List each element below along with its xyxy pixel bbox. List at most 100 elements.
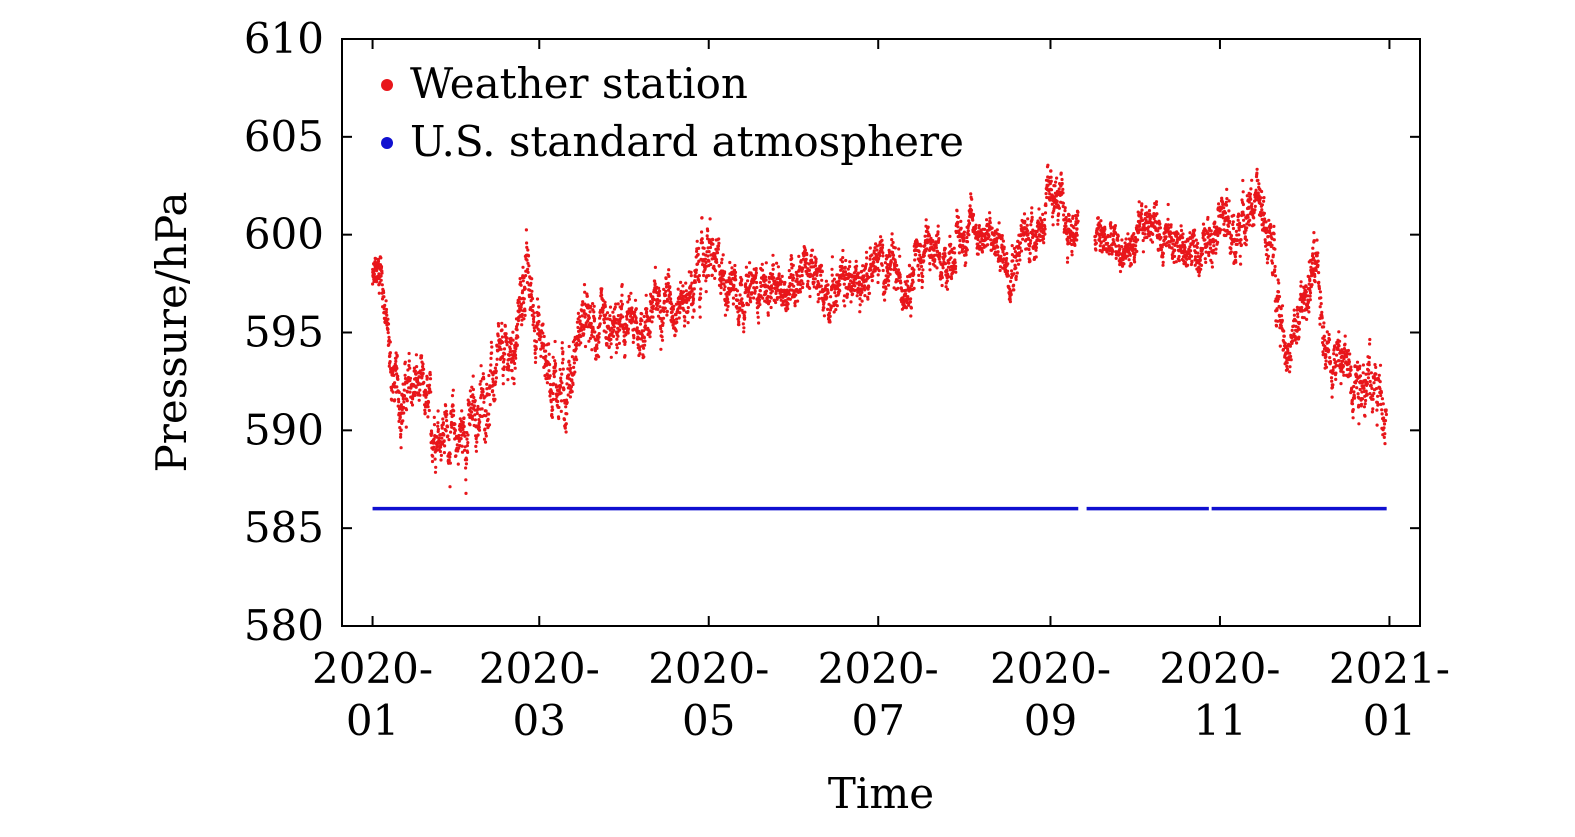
station-point: [539, 347, 543, 351]
station-point: [855, 294, 859, 298]
station-point: [734, 293, 738, 297]
station-point: [699, 287, 703, 291]
station-point: [1352, 384, 1356, 389]
station-point: [569, 366, 573, 370]
station-point: [642, 314, 646, 319]
station-point: [692, 287, 696, 291]
station-point: [861, 264, 865, 268]
station-point: [1070, 242, 1074, 247]
station-point: [1241, 202, 1245, 207]
station-point: [1141, 218, 1145, 222]
station-point: [1034, 255, 1038, 259]
station-point: [1009, 293, 1013, 297]
station-point: [504, 332, 508, 336]
station-point: [1193, 263, 1197, 267]
station-point: [1229, 246, 1233, 251]
station-point: [1207, 250, 1211, 254]
station-point: [737, 301, 742, 306]
station-point: [432, 437, 436, 441]
station-point: [1292, 308, 1296, 312]
station-point: [798, 290, 803, 294]
station-point: [949, 276, 954, 281]
station-point: [1348, 352, 1352, 356]
station-point: [460, 450, 465, 454]
station-point: [590, 348, 594, 352]
station-point: [697, 274, 702, 278]
station-point: [1211, 251, 1215, 255]
station-point: [810, 248, 815, 252]
station-point: [1072, 226, 1076, 230]
station-point: [494, 376, 498, 380]
station-point: [605, 311, 610, 315]
station-point: [789, 275, 793, 279]
station-point: [1341, 359, 1345, 363]
station-point: [508, 347, 512, 351]
station-point: [627, 297, 632, 301]
station-point: [402, 411, 406, 415]
station-point: [890, 232, 894, 236]
station-point: [466, 450, 470, 454]
station-point: [855, 264, 859, 268]
station-point: [1065, 260, 1070, 264]
station-point: [534, 347, 538, 351]
station-point: [693, 280, 698, 284]
station-point: [1349, 368, 1353, 372]
station-point: [863, 294, 867, 298]
station-point: [1013, 263, 1017, 268]
station-point: [951, 270, 956, 274]
station-point: [1246, 215, 1250, 219]
station-point: [383, 303, 387, 307]
station-point: [1160, 245, 1164, 249]
station-point: [783, 280, 787, 285]
station-point: [603, 305, 607, 309]
station-point: [1198, 258, 1202, 262]
station-point: [623, 340, 627, 344]
station-point: [1303, 295, 1307, 299]
station-point: [495, 363, 499, 367]
station-point: [535, 297, 540, 301]
station-point: [1030, 215, 1034, 219]
station-point: [800, 273, 804, 278]
station-point: [1260, 217, 1264, 222]
station-point: [847, 285, 851, 289]
station-point: [837, 279, 841, 283]
station-point: [1034, 248, 1038, 252]
station-point: [1038, 239, 1042, 243]
station-point: [1311, 267, 1315, 271]
station-point: [640, 312, 644, 316]
station-point: [1147, 234, 1151, 238]
station-point: [889, 267, 893, 271]
station-point: [1045, 195, 1049, 200]
station-point: [662, 299, 666, 303]
station-point: [1195, 245, 1199, 249]
station-point: [1037, 221, 1041, 225]
station-point: [802, 254, 806, 258]
station-point: [530, 297, 535, 301]
station-point: [572, 357, 576, 361]
station-point: [954, 270, 958, 274]
station-point: [946, 265, 951, 269]
station-point: [462, 416, 466, 420]
station-point: [1211, 248, 1215, 253]
station-point: [817, 297, 821, 301]
station-point: [706, 254, 710, 258]
station-point: [1010, 244, 1014, 248]
station-point: [830, 255, 835, 259]
station-point: [856, 271, 861, 275]
station-point: [992, 233, 996, 237]
station-point: [908, 274, 912, 279]
station-point: [1312, 239, 1316, 243]
station-point: [401, 397, 405, 401]
station-point: [725, 308, 729, 312]
station-point: [1130, 236, 1134, 240]
station-point: [1266, 254, 1270, 258]
station-point: [1135, 224, 1139, 228]
station-point: [567, 344, 571, 349]
station-point: [667, 274, 671, 278]
station-point: [1279, 324, 1283, 328]
station-point: [425, 376, 429, 380]
station-point: [656, 314, 661, 318]
station-point: [868, 246, 872, 250]
station-point: [669, 297, 673, 301]
station-point: [1263, 238, 1267, 242]
